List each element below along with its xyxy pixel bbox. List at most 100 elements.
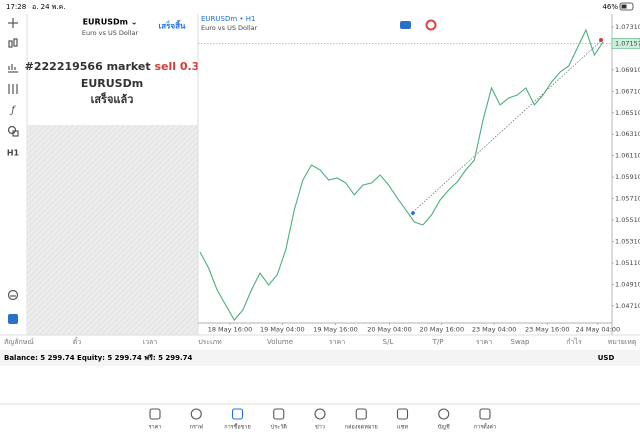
tab-icon-shape (273, 408, 285, 420)
tab-label[interactable]: ข่าว (315, 425, 325, 431)
tab-icon-shape (479, 408, 491, 420)
x-tick-label: 24 May 04:00 (576, 326, 621, 334)
objects-tool[interactable] (7, 125, 19, 137)
order-line: #222219566 market sell 0.3 (25, 60, 200, 73)
tab-bar: ราคา กราฟ การซื้อขาย ประวัติ ข่าว กล่องจดหมาย… (149, 408, 496, 431)
tab-label[interactable]: การตั้งค่า (474, 423, 496, 431)
column-header[interactable]: Volume (267, 338, 293, 346)
tab-label[interactable]: การซื้อขาย (224, 423, 250, 431)
tab-icon-shape (314, 408, 326, 420)
tab-icon (273, 408, 285, 420)
y-tick-label: 1.06710 (615, 87, 640, 95)
order-ticket: #222219566 market (25, 60, 151, 73)
tab-label[interactable]: บัญชี (438, 424, 450, 431)
tab-icon-shape (231, 408, 244, 420)
trade-link (412, 40, 602, 213)
tab-icon-shape (396, 408, 409, 420)
tab-icon (438, 408, 450, 420)
y-tick-label: 1.06310 (615, 130, 640, 138)
order-status: เสร็จแล้ว (91, 92, 134, 106)
candles-tool[interactable] (8, 38, 18, 48)
x-tick-label: 23 May 04:00 (472, 326, 517, 334)
table-header: สัญลักษณ์ ตั๋ว เวลา ประเภท Volume ราคา S/L T/P ร… (4, 337, 637, 346)
account-currency: USD (598, 354, 615, 362)
y-tick-label: 1.04910 (615, 280, 640, 288)
current-price-box (611, 38, 640, 49)
column-header[interactable]: หมายเหตุ (608, 338, 637, 346)
tab-icon (396, 408, 409, 420)
tab-label[interactable]: กราฟ (190, 424, 203, 431)
function-tool[interactable]: ƒ (9, 105, 16, 116)
status-date: อ. 24 พ.ค. (32, 3, 66, 11)
price-line (199, 28, 604, 321)
y-tick-label: 1.06110 (615, 152, 640, 160)
column-header[interactable]: S/L (383, 338, 394, 346)
x-tick-label: 20 May 04:00 (367, 326, 412, 334)
toolbar: ƒ H1 (7, 18, 20, 324)
y-tick-label: 1.06510 (615, 109, 640, 117)
column-header[interactable]: T/P (432, 338, 444, 346)
status-time: 17:28 (6, 3, 26, 11)
status-battery: 46% (602, 3, 618, 11)
entry-marker: ⬥ (411, 209, 416, 217)
y-tick-label: 1.05310 (615, 237, 640, 245)
chart-title: EURUSDm • H1 (201, 15, 255, 23)
panel-description: Euro vs US Dollar (82, 29, 139, 37)
empty-panel (27, 125, 198, 335)
quick-trade-button[interactable] (425, 19, 437, 31)
settings-tool[interactable] (8, 84, 18, 94)
tab-icon-shape (149, 408, 161, 420)
tab-icon (190, 408, 202, 420)
trade-panel-toggle[interactable] (8, 314, 18, 324)
tab-icon (479, 408, 491, 420)
timeframe-button[interactable]: H1 (7, 149, 20, 158)
column-header[interactable]: กำไร (566, 337, 582, 346)
column-header[interactable]: เวลา (143, 338, 158, 346)
indicators-tool[interactable] (8, 64, 18, 73)
column-header[interactable]: ตั๋ว (73, 337, 82, 346)
battery-icon (619, 2, 634, 11)
exit-marker (599, 38, 603, 42)
column-header[interactable]: สัญลักษณ์ (4, 338, 34, 346)
tab-icon (149, 408, 161, 420)
y-tick-label: 1.05510 (615, 216, 640, 224)
x-tick-label: 19 May 04:00 (260, 326, 305, 334)
chart-plot: 1.07310 1.06910 1.06710 1.06510 1.06310 1.061… (198, 23, 640, 334)
x-tick-label: 20 May 16:00 (420, 326, 465, 334)
y-tick-label: 1.07310 (615, 23, 640, 31)
tab-icon-shape (190, 408, 202, 420)
tab-label[interactable]: ประวัติ (271, 424, 287, 431)
chart-subtitle: Euro vs US Dollar (201, 24, 258, 32)
battery-level (621, 4, 627, 9)
current-price-label: 1.07157 (615, 39, 640, 47)
tab-icon-shape (438, 408, 450, 420)
y-tick-label: 1.06910 (615, 66, 640, 74)
tab-icon-shape (355, 408, 367, 420)
tab-icon (231, 408, 244, 420)
y-tick-label: 1.05910 (615, 173, 640, 181)
tab-label[interactable]: แชท (397, 424, 408, 431)
x-tick-label: 23 May 16:00 (525, 326, 570, 334)
zoom-tool[interactable] (7, 289, 19, 301)
balance-row (0, 350, 640, 366)
tab-label[interactable]: กล่องจดหมาย (345, 425, 378, 431)
y-tick-label: 1.04710 (615, 302, 640, 310)
column-header[interactable]: Swap (511, 338, 530, 346)
panel-symbol[interactable]: EURUSDm ⌄ (83, 18, 138, 27)
done-button[interactable]: เสร็จสิ้น (159, 20, 186, 31)
y-tick-label: 1.05710 (615, 195, 640, 203)
account-summary: Balance: 5 299.74 Equity: 5 299.74 ฟรี: … (4, 354, 193, 362)
tab-icon (355, 408, 367, 420)
tab-label[interactable]: ราคา (149, 425, 162, 431)
crosshair-tool[interactable] (8, 18, 18, 28)
x-tick-label: 19 May 16:00 (313, 326, 358, 334)
order-symbol: EURUSDm (81, 77, 143, 90)
column-header[interactable]: ประเภท (198, 338, 222, 346)
tab-icon (314, 408, 326, 420)
x-tick-label: 18 May 16:00 (208, 326, 253, 334)
column-header[interactable]: ราคา (476, 338, 492, 346)
one-click-button[interactable] (400, 21, 411, 29)
y-tick-label: 1.05110 (615, 259, 640, 267)
column-header[interactable]: ราคา (329, 338, 345, 346)
